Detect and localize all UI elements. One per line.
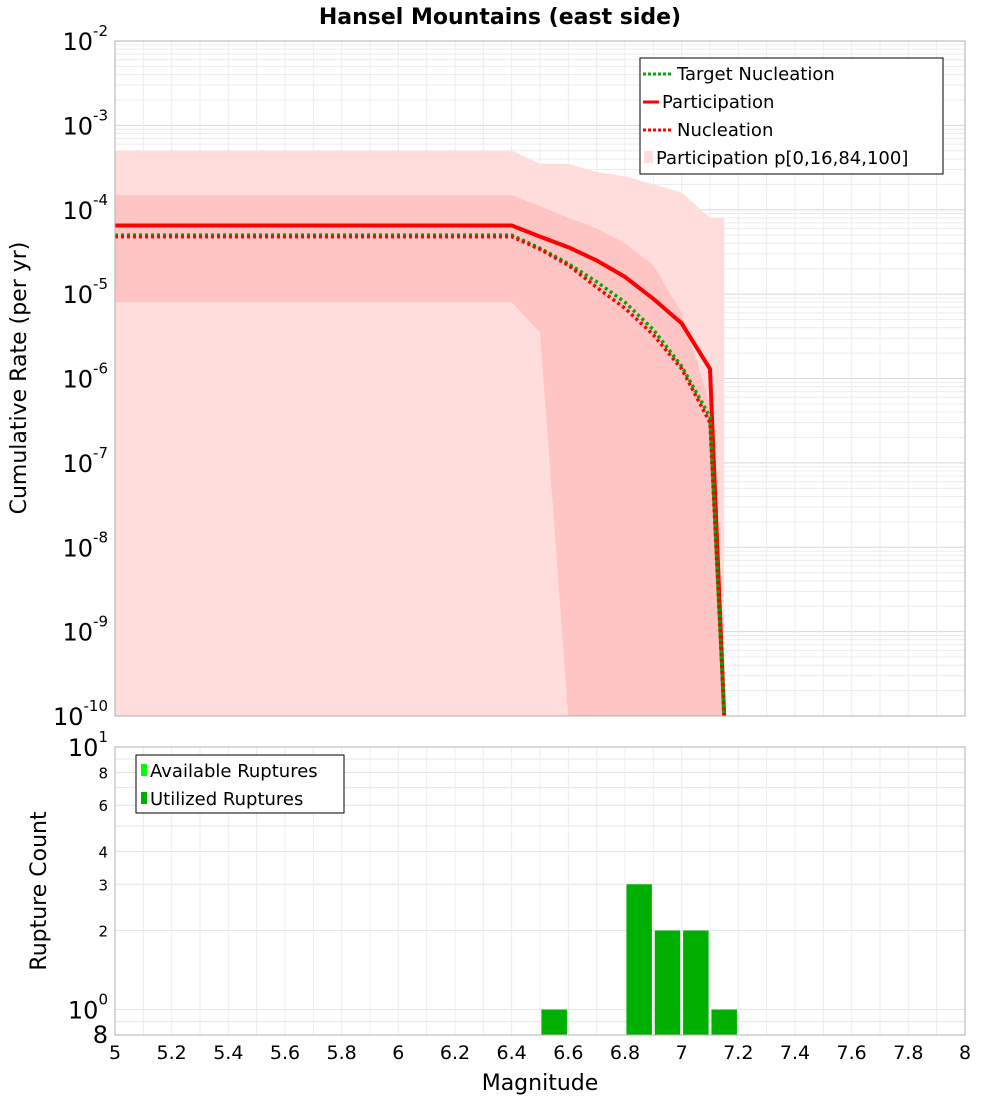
bottom-plot-frame	[114, 746, 966, 1036]
top-y-tick-label: 10-7	[62, 444, 108, 478]
x-tick-label: 5.2	[157, 1042, 187, 1064]
x-tick-label: 5.4	[213, 1042, 243, 1064]
bottom-y-tick-label: 6	[98, 797, 108, 815]
x-tick-label: 5.6	[270, 1042, 300, 1064]
legend-label-participation-bands: Participation p[0,16,84,100]	[656, 148, 908, 169]
legend-swatch-utilized-ruptures	[141, 792, 147, 804]
x-tick-label: 5	[109, 1042, 121, 1064]
top-y-tick-label: 10-2	[62, 22, 108, 56]
bottom-y-tick-label: 3	[98, 876, 108, 894]
legend-label-target-nucleation: Target Nucleation	[676, 64, 835, 85]
bottom-y-tick-label: 101	[68, 728, 108, 762]
top-y-ticks: 10-2 10-3 10-4 10-5 10-6 10-7 10-8 10-9 10-10	[53, 22, 108, 731]
rupture-bar	[626, 884, 652, 1035]
series-line-participation	[115, 223, 727, 716]
x-tick-label: 6.6	[553, 1042, 583, 1064]
bottom-y-tick-label: 2	[98, 923, 108, 941]
top-legend: Target Nucleation Participation Nucleati…	[639, 57, 944, 175]
legend-label-available-ruptures: Available Ruptures	[150, 761, 318, 782]
x-tick-label: 7.2	[723, 1042, 753, 1064]
x-tick-label: 8	[959, 1042, 971, 1064]
rupture-bar	[654, 930, 681, 1035]
band-p16-p84	[115, 194, 725, 716]
rupture-bar	[683, 930, 709, 1035]
series-line-nucleation	[115, 234, 726, 716]
x-tick-label: 7	[676, 1042, 688, 1064]
x-tick-label: 5.8	[327, 1042, 357, 1064]
bottom-y-tick-label: 8	[93, 1021, 108, 1049]
top-lines	[115, 223, 727, 716]
top-y-tick-label: 10-9	[62, 613, 108, 647]
bottom-y-tick-label: 8	[98, 764, 108, 782]
chart-title: Hansel Mountains (east side)	[319, 5, 681, 30]
top-y-tick-label: 10-8	[62, 528, 108, 562]
x-tick-label: 7.8	[893, 1042, 923, 1064]
bottom-x-ticks: 5 5.2 5.4 5.6 5.8 6 6.2 6.4 6.6 6.8 7 7.2 7.4 7.6 7.8 8	[109, 1042, 971, 1064]
bottom-y-tick-label: 100	[68, 991, 108, 1025]
top-legend-box	[639, 57, 944, 175]
bottom-y-axis-label: Rupture Count	[27, 811, 52, 971]
bottom-legend-box	[135, 754, 345, 814]
top-y-axis-label: Cumulative Rate (per yr)	[7, 242, 32, 515]
legend-label-utilized-ruptures: Utilized Ruptures	[150, 789, 303, 810]
legend-swatch-participation-bands	[644, 151, 653, 163]
top-y-tick-label: 10-10	[53, 697, 108, 731]
top-y-tick-label: 10-6	[62, 360, 108, 394]
rupture-bar	[711, 1009, 737, 1035]
x-tick-label: 7.4	[780, 1042, 810, 1064]
top-y-tick-label: 10-4	[62, 191, 108, 225]
legend-swatch-available-ruptures	[141, 764, 147, 776]
x-tick-label: 6.8	[610, 1042, 640, 1064]
bottom-legend: Available Ruptures Utilized Ruptures	[135, 754, 345, 814]
bottom-bars	[541, 884, 737, 1035]
legend-label-nucleation: Nucleation	[677, 120, 773, 141]
x-tick-label: 6.2	[440, 1042, 470, 1064]
bottom-y-tick-label: 4	[98, 843, 108, 861]
rupture-bar	[541, 1009, 567, 1035]
x-tick-label: 6.4	[497, 1042, 527, 1064]
top-y-tick-label: 10-3	[62, 106, 108, 140]
x-tick-label: 7.6	[837, 1042, 867, 1064]
x-tick-label: 6	[392, 1042, 404, 1064]
top-y-tick-label: 10-5	[62, 275, 108, 309]
legend-label-participation: Participation	[662, 92, 774, 113]
top-bands	[115, 150, 725, 716]
x-axis-label: Magnitude	[482, 1071, 599, 1096]
top-plot-frame	[114, 40, 966, 717]
